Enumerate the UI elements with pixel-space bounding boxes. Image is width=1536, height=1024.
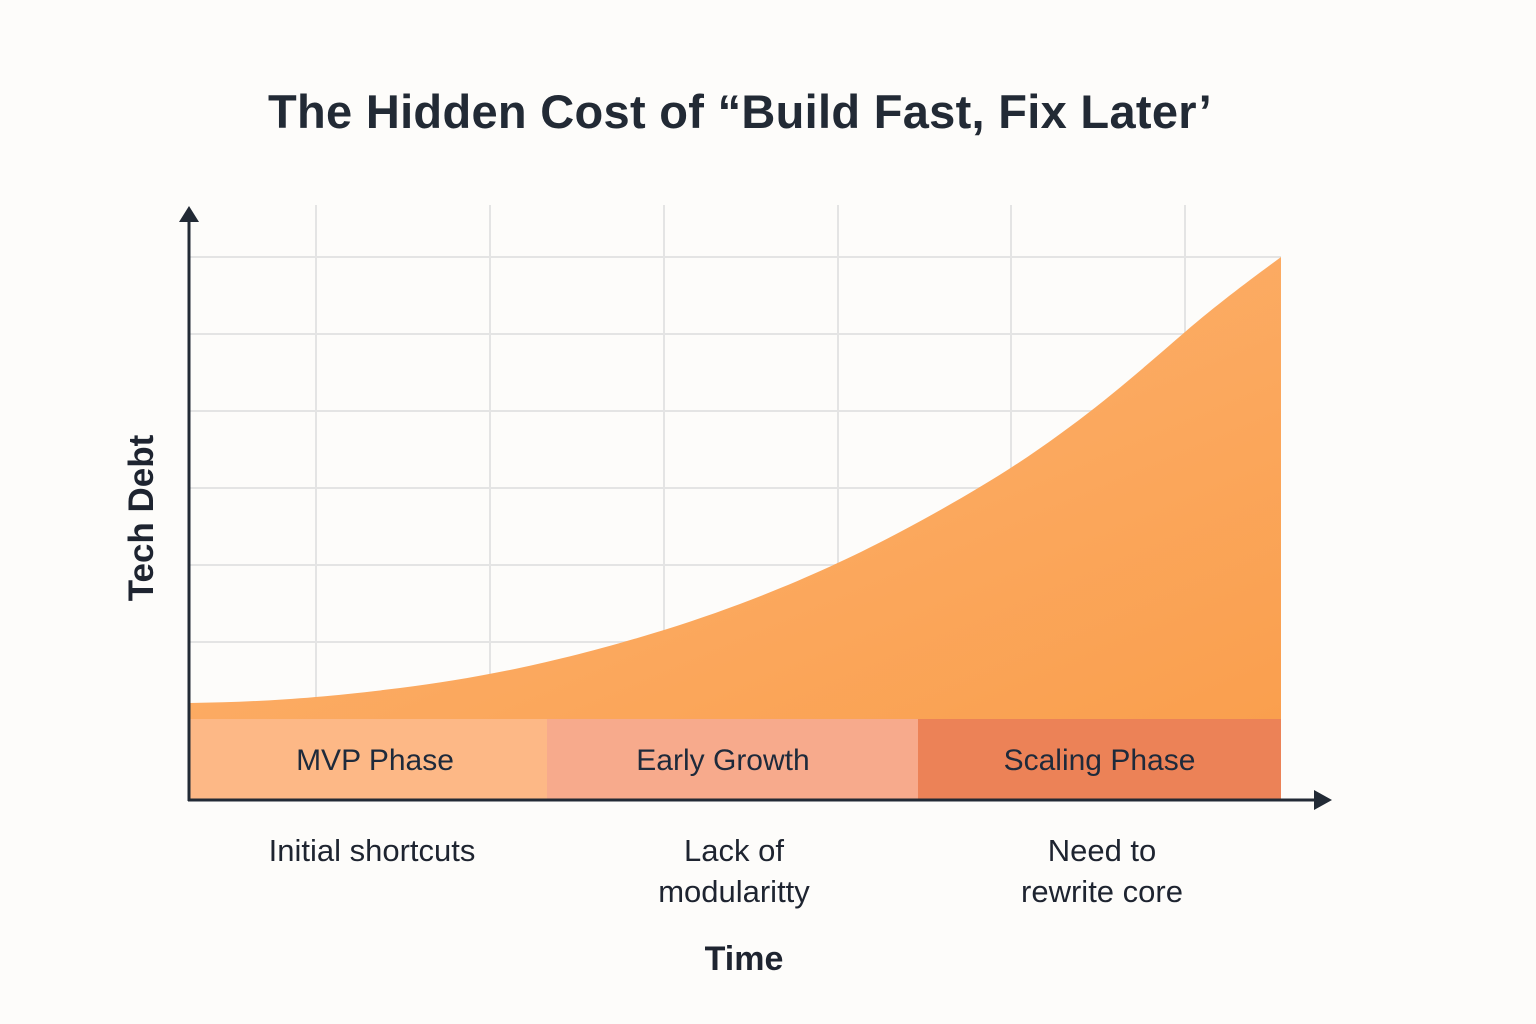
- y-axis-arrow-icon: [179, 206, 199, 222]
- y-axis-label: Tech Debt: [122, 434, 161, 602]
- x-axis-label: Time: [704, 940, 784, 978]
- annotation-line: Initial shortcuts: [268, 833, 476, 868]
- phase-band-scaling: [918, 719, 1281, 800]
- phase-label-scaling: Scaling Phase: [1003, 744, 1196, 777]
- annotation-line: Need to: [1047, 833, 1157, 868]
- phase-band-early-growth: [547, 719, 918, 800]
- x-axis-arrow-icon: [1314, 790, 1332, 810]
- axes: [179, 206, 1332, 810]
- phase-label-mvp: MVP Phase: [296, 744, 454, 777]
- phase-label-early-growth: Early Growth: [636, 744, 810, 777]
- annotation-line: rewrite core: [1021, 874, 1183, 909]
- phase-band-mvp: [190, 719, 547, 800]
- annotation-line: Lack of: [684, 833, 784, 868]
- annotation-lack-of-modularity: Lack of modularitty: [594, 830, 874, 912]
- chart-title: The Hidden Cost of “Build Fast, Fix Late…: [268, 85, 1212, 138]
- annotation-line: modularitty: [658, 874, 810, 909]
- tech-debt-area: [190, 257, 1281, 720]
- annotation-initial-shortcuts: Initial shortcuts: [222, 830, 522, 871]
- annotation-rewrite-core: Need to rewrite core: [962, 830, 1242, 912]
